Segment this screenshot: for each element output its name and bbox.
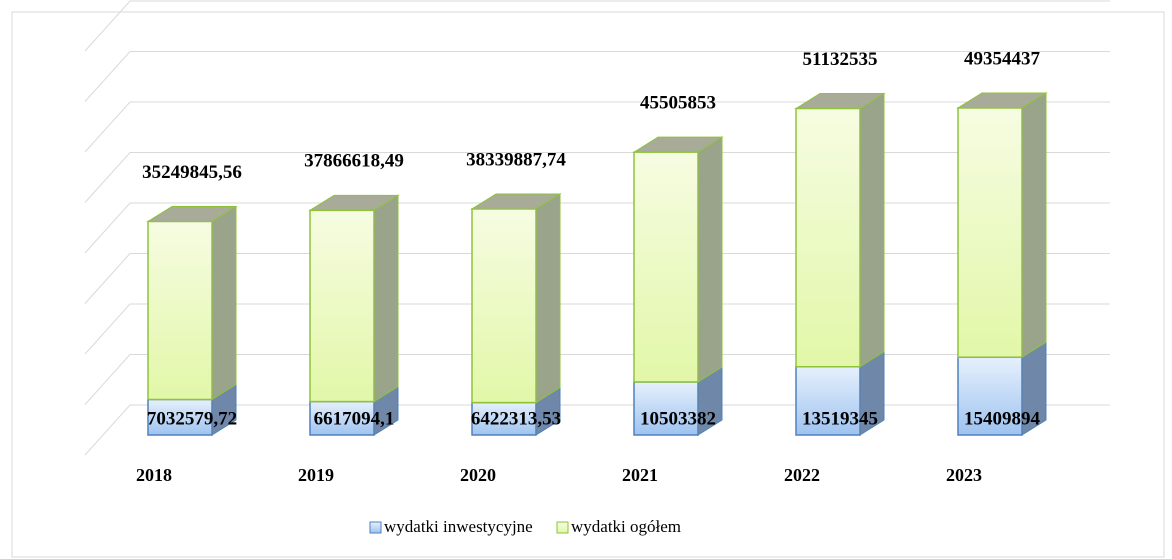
bar-side xyxy=(1021,92,1047,359)
grid-line xyxy=(84,354,1110,405)
legend-label: wydatki ogółem xyxy=(571,517,681,536)
data-label: 13519345 xyxy=(802,408,878,429)
x-tick-label: 2019 xyxy=(298,465,334,485)
bar-side xyxy=(535,193,561,404)
bar-side xyxy=(373,194,399,403)
x-tick-label: 2018 xyxy=(136,465,172,485)
bar-top xyxy=(308,194,400,211)
bar xyxy=(147,398,213,436)
bar xyxy=(957,356,1023,436)
bar xyxy=(795,365,861,436)
data-label: 6617094,1 xyxy=(314,408,395,429)
bar xyxy=(795,107,861,368)
bar-top xyxy=(794,93,886,110)
data-label: 6422313,53 xyxy=(471,408,561,429)
bar-side xyxy=(859,92,885,368)
bar-side xyxy=(211,205,237,401)
grid-line xyxy=(84,202,1110,254)
x-tick-label: 2023 xyxy=(946,465,982,485)
grid-line xyxy=(84,253,1110,304)
legend-swatch xyxy=(556,521,569,534)
data-label: 51132535 xyxy=(803,49,878,70)
bar xyxy=(309,209,375,403)
x-tick-label: 2022 xyxy=(784,465,820,485)
data-label: 7032579,72 xyxy=(147,408,237,429)
data-label: 37866618,49 xyxy=(304,151,404,172)
grid-line xyxy=(84,152,1110,203)
data-label: 45505853 xyxy=(640,93,716,114)
bar-top xyxy=(632,136,724,153)
grid-line xyxy=(84,0,1110,52)
x-tick-label: 2021 xyxy=(622,465,658,485)
grid-line xyxy=(84,101,1110,153)
bar xyxy=(471,208,537,404)
data-label: 38339887,74 xyxy=(466,149,566,170)
data-label: 35249845,56 xyxy=(142,162,242,183)
bar-top xyxy=(470,193,562,210)
bar xyxy=(957,107,1023,358)
legend-swatch xyxy=(369,521,382,534)
legend-label: wydatki inwestycyjne xyxy=(384,517,533,536)
grid-line xyxy=(84,303,1110,355)
x-tick-label: 2020 xyxy=(460,465,496,485)
data-label: 15409894 xyxy=(964,408,1041,429)
bar-side xyxy=(697,136,723,383)
bar xyxy=(147,220,213,401)
grid-line xyxy=(84,51,1110,102)
bar-top xyxy=(956,92,1048,109)
grid-line xyxy=(84,404,1110,456)
data-label: 49354437 xyxy=(964,48,1041,69)
bar xyxy=(309,400,375,436)
data-label: 10503382 xyxy=(640,408,716,429)
bar xyxy=(633,151,699,383)
bar-top xyxy=(146,205,238,222)
